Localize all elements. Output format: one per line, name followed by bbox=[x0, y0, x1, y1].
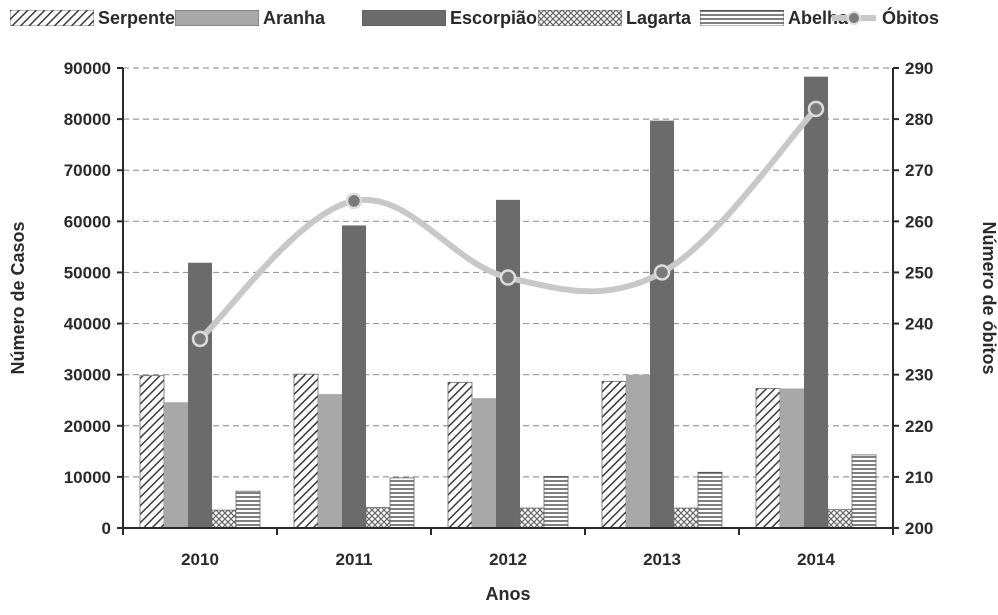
bars bbox=[139, 76, 877, 529]
axes: 0 10000 20000 30000 40000 50000 60000 70000 8000… bbox=[8, 59, 998, 604]
y-axis-right-title: Número de óbitos bbox=[979, 221, 998, 374]
y-tick-label: 0 bbox=[102, 519, 111, 538]
bar-serpente-2012 bbox=[447, 381, 473, 529]
legend-rect-swatch bbox=[10, 10, 94, 26]
x-tick-label: 2011 bbox=[336, 550, 373, 569]
bar-abelha-2010 bbox=[235, 490, 261, 529]
legend-label: Óbitos bbox=[882, 7, 939, 28]
legend-label: Aranha bbox=[263, 7, 326, 28]
bar-aranha-2011 bbox=[318, 394, 342, 528]
legend-swatch bbox=[538, 10, 622, 26]
bar-lagarta-2011 bbox=[365, 507, 391, 529]
y-right-tick-label: 240 bbox=[905, 315, 933, 334]
y-right-tick-label: 200 bbox=[905, 519, 933, 538]
y-tick-label: 80000 bbox=[64, 110, 111, 129]
y-tick-label: 50000 bbox=[64, 263, 111, 282]
obitos-point-2012 bbox=[499, 269, 517, 286]
bar-lagarta-2010 bbox=[211, 509, 237, 529]
y-right-tick-label: 290 bbox=[905, 59, 933, 78]
bar-escorpião-2013 bbox=[650, 120, 674, 529]
legend-item-escorpião: Escorpião bbox=[362, 8, 537, 28]
legend-label: Abelha bbox=[788, 7, 849, 28]
bar-abelha-2011 bbox=[389, 477, 415, 529]
y-right-tick-label: 230 bbox=[905, 366, 933, 385]
y-tick-label: 90000 bbox=[64, 59, 111, 78]
legend-swatch bbox=[10, 10, 94, 26]
bar-aranha-2010 bbox=[164, 402, 188, 528]
bar-serpente-2011 bbox=[293, 373, 319, 529]
bar-aranha-2013 bbox=[626, 374, 650, 528]
legend: Serpente Aranha Escorpião Lagarta Abelha Óbit… bbox=[0, 2, 998, 32]
legend-swatch bbox=[175, 10, 259, 26]
obitos-point-2010 bbox=[191, 330, 209, 348]
y-right-tick-label: 250 bbox=[905, 263, 933, 282]
x-tick-label: 2013 bbox=[643, 550, 681, 569]
legend-label: Escorpião bbox=[450, 7, 538, 28]
y-axis-title: Número de Casos bbox=[8, 221, 28, 374]
bar-abelha-2014 bbox=[851, 454, 877, 529]
legend-label: Serpente bbox=[98, 7, 176, 28]
legend-label: Lagarta bbox=[626, 7, 692, 28]
bar-escorpião-2014 bbox=[804, 76, 828, 528]
x-tick-label: 2012 bbox=[489, 550, 527, 569]
y-right-tick-label: 220 bbox=[905, 417, 933, 436]
obitos-line-layer bbox=[191, 100, 825, 348]
legend-item-lagarta: Lagarta bbox=[538, 8, 691, 28]
bar-lagarta-2014 bbox=[827, 509, 853, 529]
y-right-tick-label: 260 bbox=[905, 212, 933, 231]
bar-escorpião-2011 bbox=[342, 225, 366, 528]
x-tick-label: 2014 bbox=[797, 550, 835, 569]
legend-item-óbitos: Óbitos bbox=[830, 8, 939, 28]
bar-serpente-2010 bbox=[139, 375, 165, 529]
bar-serpente-2013 bbox=[601, 380, 627, 529]
obitos-point-2013 bbox=[653, 264, 671, 281]
bar-abelha-2012 bbox=[543, 475, 569, 529]
legend-rect-swatch bbox=[538, 10, 622, 26]
y-tick-label: 20000 bbox=[64, 417, 111, 436]
y-tick-label: 40000 bbox=[64, 315, 111, 334]
bar-lagarta-2012 bbox=[519, 507, 545, 529]
y-tick-label: 10000 bbox=[64, 468, 111, 487]
bar-serpente-2014 bbox=[755, 388, 781, 529]
y-tick-label: 60000 bbox=[64, 212, 111, 231]
y-tick-label: 70000 bbox=[64, 161, 111, 180]
legend-item-serpente: Serpente bbox=[10, 8, 175, 28]
bar-aranha-2012 bbox=[472, 398, 496, 528]
bar-lagarta-2013 bbox=[673, 507, 699, 529]
y-right-tick-label: 270 bbox=[905, 161, 933, 180]
legend-swatch bbox=[832, 11, 876, 25]
y-right-tick-label: 280 bbox=[905, 110, 933, 129]
y-tick-label: 30000 bbox=[64, 366, 111, 385]
legend-swatch bbox=[700, 10, 784, 26]
legend-rect-swatch bbox=[700, 10, 784, 26]
legend-rect-swatch bbox=[362, 10, 446, 26]
bar-escorpião-2012 bbox=[496, 199, 520, 528]
legend-item-abelha: Abelha bbox=[700, 8, 848, 28]
bar-escorpião-2010 bbox=[188, 262, 212, 528]
legend-item-aranha: Aranha bbox=[175, 8, 325, 28]
bar-aranha-2014 bbox=[780, 388, 804, 528]
y-right-tick-label: 210 bbox=[905, 468, 933, 487]
obitos-point-2011 bbox=[345, 192, 363, 210]
bar-abelha-2013 bbox=[697, 471, 723, 529]
x-axis-title: Anos bbox=[486, 584, 531, 604]
obitos-point-2014 bbox=[807, 100, 825, 118]
x-tick-label: 2010 bbox=[181, 550, 219, 569]
legend-swatch bbox=[362, 10, 446, 26]
legend-rect-swatch bbox=[175, 10, 259, 26]
legend-marker-swatch bbox=[847, 11, 861, 25]
